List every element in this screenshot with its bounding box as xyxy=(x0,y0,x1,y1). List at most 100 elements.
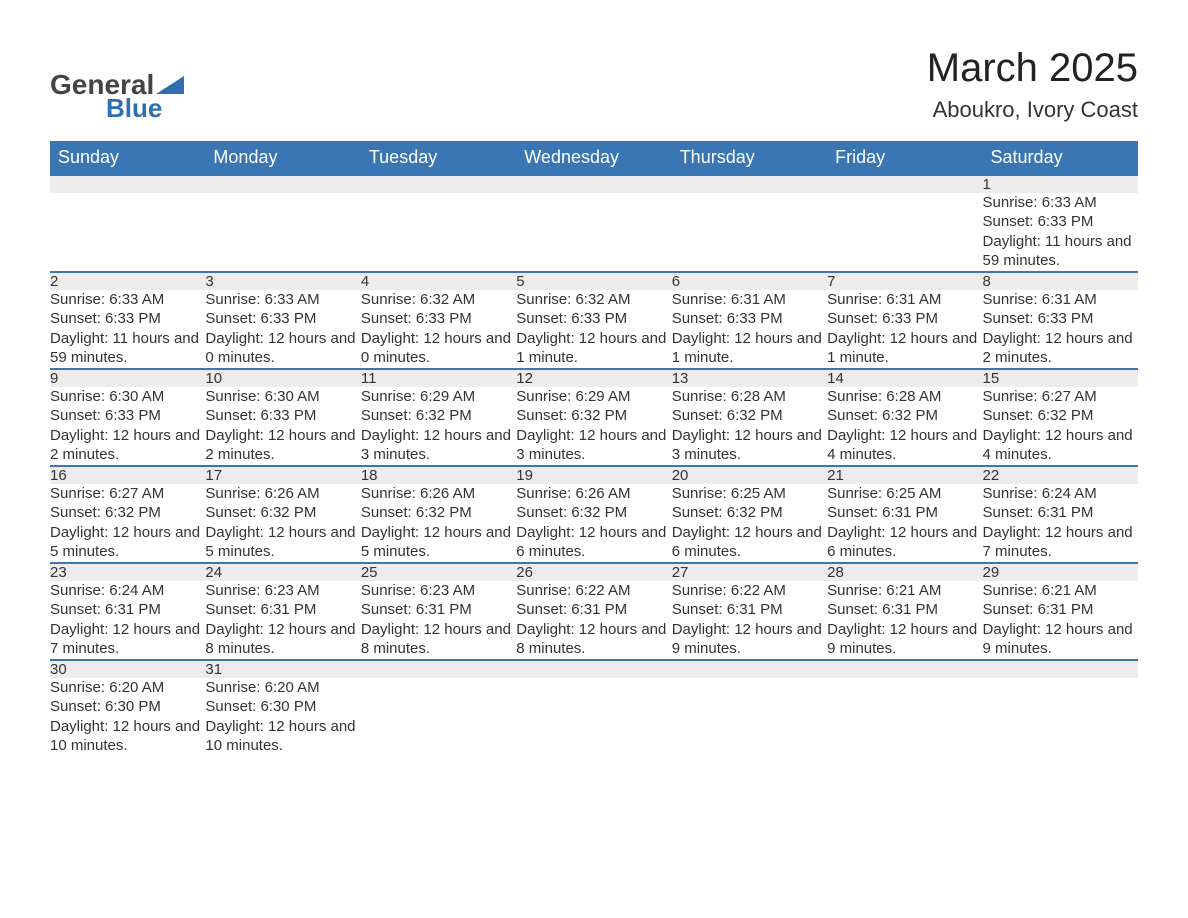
sunset-text: Sunset: 6:32 PM xyxy=(205,503,360,523)
sunset-text: Sunset: 6:33 PM xyxy=(983,212,1138,232)
calendar-body: 1 Sunrise: 6:33 AMSunset: 6:33 PMDayligh… xyxy=(50,175,1138,756)
sunrise-text: Sunrise: 6:28 AM xyxy=(672,387,827,407)
day-detail-cell: Sunrise: 6:32 AMSunset: 6:33 PMDaylight:… xyxy=(516,290,671,369)
sunset-text: Sunset: 6:32 PM xyxy=(827,406,982,426)
day-number-cell: 2 xyxy=(50,272,205,290)
daylight-text: Daylight: 12 hours and 5 minutes. xyxy=(361,523,516,562)
daylight-text: Daylight: 12 hours and 2 minutes. xyxy=(50,426,205,465)
sunrise-text: Sunrise: 6:31 AM xyxy=(983,290,1138,310)
daylight-text: Daylight: 12 hours and 3 minutes. xyxy=(361,426,516,465)
sunrise-text: Sunrise: 6:32 AM xyxy=(361,290,516,310)
sunrise-text: Sunrise: 6:33 AM xyxy=(50,290,205,310)
day-number-cell: 4 xyxy=(361,272,516,290)
weekday-header: Monday xyxy=(205,141,360,175)
sunset-text: Sunset: 6:32 PM xyxy=(516,406,671,426)
day-number-cell xyxy=(50,175,205,193)
day-detail-cell xyxy=(827,193,982,272)
day-detail-row: Sunrise: 6:27 AMSunset: 6:32 PMDaylight:… xyxy=(50,484,1138,563)
day-detail-row: Sunrise: 6:20 AMSunset: 6:30 PMDaylight:… xyxy=(50,678,1138,756)
day-detail-cell: Sunrise: 6:23 AMSunset: 6:31 PMDaylight:… xyxy=(205,581,360,660)
day-detail-cell xyxy=(983,678,1138,756)
sunrise-text: Sunrise: 6:28 AM xyxy=(827,387,982,407)
daylight-text: Daylight: 12 hours and 2 minutes. xyxy=(205,426,360,465)
day-number-cell xyxy=(361,660,516,678)
daylight-text: Daylight: 12 hours and 8 minutes. xyxy=(516,620,671,659)
day-number-cell: 12 xyxy=(516,369,671,387)
day-detail-cell xyxy=(516,678,671,756)
day-number-cell: 17 xyxy=(205,466,360,484)
daylight-text: Daylight: 12 hours and 6 minutes. xyxy=(516,523,671,562)
day-number-cell xyxy=(827,660,982,678)
daylight-text: Daylight: 12 hours and 10 minutes. xyxy=(50,717,205,756)
day-detail-cell: Sunrise: 6:32 AMSunset: 6:33 PMDaylight:… xyxy=(361,290,516,369)
daylight-text: Daylight: 12 hours and 5 minutes. xyxy=(205,523,360,562)
daylight-text: Daylight: 12 hours and 8 minutes. xyxy=(205,620,360,659)
day-number-cell: 14 xyxy=(827,369,982,387)
sunset-text: Sunset: 6:33 PM xyxy=(205,406,360,426)
header: General Blue March 2025 Aboukro, Ivory C… xyxy=(50,40,1138,123)
day-number-row: 9101112131415 xyxy=(50,369,1138,387)
daylight-text: Daylight: 12 hours and 0 minutes. xyxy=(361,329,516,368)
day-number-cell xyxy=(983,660,1138,678)
day-detail-cell xyxy=(516,193,671,272)
sunrise-text: Sunrise: 6:30 AM xyxy=(205,387,360,407)
sunset-text: Sunset: 6:32 PM xyxy=(361,406,516,426)
day-number-cell xyxy=(672,175,827,193)
calendar-page: General Blue March 2025 Aboukro, Ivory C… xyxy=(0,0,1188,918)
daylight-text: Daylight: 12 hours and 6 minutes. xyxy=(827,523,982,562)
daylight-text: Daylight: 12 hours and 1 minute. xyxy=(672,329,827,368)
day-number-row: 3031 xyxy=(50,660,1138,678)
sunset-text: Sunset: 6:33 PM xyxy=(50,406,205,426)
day-number-cell: 8 xyxy=(983,272,1138,290)
day-number-cell: 21 xyxy=(827,466,982,484)
day-detail-cell xyxy=(672,678,827,756)
day-number-cell: 22 xyxy=(983,466,1138,484)
day-number-cell: 29 xyxy=(983,563,1138,581)
day-detail-cell xyxy=(361,193,516,272)
day-detail-cell: Sunrise: 6:23 AMSunset: 6:31 PMDaylight:… xyxy=(361,581,516,660)
day-detail-row: Sunrise: 6:33 AMSunset: 6:33 PMDaylight:… xyxy=(50,193,1138,272)
daylight-text: Daylight: 12 hours and 4 minutes. xyxy=(827,426,982,465)
daylight-text: Daylight: 12 hours and 2 minutes. xyxy=(983,329,1138,368)
sunrise-text: Sunrise: 6:30 AM xyxy=(50,387,205,407)
daylight-text: Daylight: 12 hours and 6 minutes. xyxy=(672,523,827,562)
sunset-text: Sunset: 6:31 PM xyxy=(205,600,360,620)
daylight-text: Daylight: 12 hours and 9 minutes. xyxy=(827,620,982,659)
sunrise-text: Sunrise: 6:25 AM xyxy=(672,484,827,504)
day-detail-cell: Sunrise: 6:24 AMSunset: 6:31 PMDaylight:… xyxy=(50,581,205,660)
day-number-row: 2345678 xyxy=(50,272,1138,290)
sunset-text: Sunset: 6:31 PM xyxy=(983,503,1138,523)
day-number-cell: 18 xyxy=(361,466,516,484)
sunrise-text: Sunrise: 6:25 AM xyxy=(827,484,982,504)
sunset-text: Sunset: 6:32 PM xyxy=(50,503,205,523)
daylight-text: Daylight: 12 hours and 1 minute. xyxy=(516,329,671,368)
sunset-text: Sunset: 6:31 PM xyxy=(361,600,516,620)
sunrise-text: Sunrise: 6:20 AM xyxy=(205,678,360,698)
day-detail-cell: Sunrise: 6:21 AMSunset: 6:31 PMDaylight:… xyxy=(983,581,1138,660)
sunrise-text: Sunrise: 6:31 AM xyxy=(672,290,827,310)
day-detail-cell xyxy=(672,193,827,272)
day-detail-cell: Sunrise: 6:25 AMSunset: 6:32 PMDaylight:… xyxy=(672,484,827,563)
sunrise-text: Sunrise: 6:24 AM xyxy=(50,581,205,601)
sunrise-text: Sunrise: 6:21 AM xyxy=(983,581,1138,601)
sunset-text: Sunset: 6:31 PM xyxy=(827,600,982,620)
sunset-text: Sunset: 6:31 PM xyxy=(50,600,205,620)
daylight-text: Daylight: 12 hours and 5 minutes. xyxy=(50,523,205,562)
sunset-text: Sunset: 6:31 PM xyxy=(516,600,671,620)
day-number-cell: 20 xyxy=(672,466,827,484)
day-detail-cell: Sunrise: 6:22 AMSunset: 6:31 PMDaylight:… xyxy=(672,581,827,660)
sunrise-text: Sunrise: 6:23 AM xyxy=(205,581,360,601)
day-detail-cell: Sunrise: 6:31 AMSunset: 6:33 PMDaylight:… xyxy=(827,290,982,369)
day-detail-cell: Sunrise: 6:28 AMSunset: 6:32 PMDaylight:… xyxy=(672,387,827,466)
sunrise-text: Sunrise: 6:26 AM xyxy=(361,484,516,504)
sunrise-text: Sunrise: 6:33 AM xyxy=(205,290,360,310)
sunset-text: Sunset: 6:32 PM xyxy=(672,503,827,523)
day-detail-cell xyxy=(205,193,360,272)
day-detail-cell: Sunrise: 6:27 AMSunset: 6:32 PMDaylight:… xyxy=(50,484,205,563)
day-detail-cell: Sunrise: 6:20 AMSunset: 6:30 PMDaylight:… xyxy=(50,678,205,756)
sunset-text: Sunset: 6:33 PM xyxy=(50,309,205,329)
day-number-cell xyxy=(672,660,827,678)
day-number-cell: 16 xyxy=(50,466,205,484)
day-detail-cell xyxy=(827,678,982,756)
sunset-text: Sunset: 6:33 PM xyxy=(672,309,827,329)
